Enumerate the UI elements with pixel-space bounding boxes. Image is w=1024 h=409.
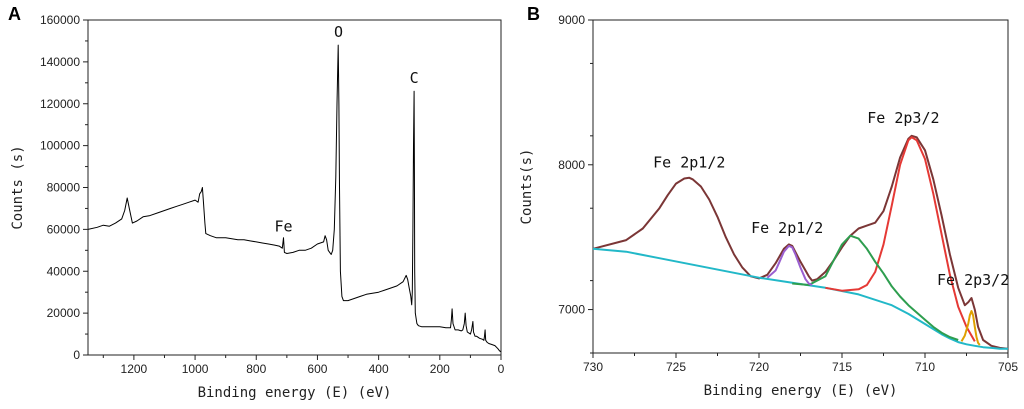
- y-tick-label: 120000: [40, 97, 80, 111]
- y-tick-label: 0: [73, 348, 80, 362]
- x-tick-label: 720: [749, 360, 769, 374]
- series-line-fe-2p3-2-main: [825, 136, 976, 342]
- y-tick-label: 40000: [47, 264, 81, 278]
- y-tick-label: 80000: [47, 181, 81, 195]
- y-tick-label: 100000: [40, 139, 80, 153]
- x-tick-label: 400: [369, 362, 389, 376]
- peak-annotation: O: [334, 23, 343, 41]
- peak-annotation: C: [410, 69, 419, 87]
- x-axis-label: Binding energy (E) (eV): [198, 385, 392, 401]
- x-tick-label: 705: [998, 360, 1018, 374]
- y-tick-label: 20000: [47, 306, 81, 320]
- peak-annotation: Fe 2p3/2: [937, 271, 1009, 289]
- x-tick-label: 1200: [121, 362, 148, 376]
- x-tick-label: 715: [832, 360, 852, 374]
- x-tick-label: 730: [583, 360, 603, 374]
- series-line-envelope: [592, 134, 1009, 350]
- peak-annotation: Fe 2p3/2: [867, 109, 939, 127]
- x-tick-label: 200: [430, 362, 450, 376]
- panel-label: B: [527, 4, 540, 24]
- series-line-background: [592, 247, 1008, 350]
- x-tick-label: 725: [666, 360, 686, 374]
- y-axis-label: Counts (s): [10, 145, 26, 229]
- y-tick-label: 160000: [40, 13, 80, 27]
- y-tick-label: 9000: [558, 13, 585, 27]
- y-tick-label: 140000: [40, 55, 80, 69]
- x-tick-label: 600: [307, 362, 327, 376]
- series-line-fe-2p3-2-low: [960, 310, 981, 346]
- series-line-fe-2p1-2-satellite: [766, 244, 813, 286]
- y-tick-label: 60000: [47, 222, 81, 236]
- x-tick-label: 710: [915, 360, 935, 374]
- y-tick-label: 8000: [558, 158, 585, 172]
- plot-frame: [592, 19, 1009, 354]
- panel-label: A: [8, 4, 21, 24]
- plot-frame: [87, 19, 502, 356]
- x-tick-label: 800: [246, 362, 266, 376]
- x-tick-label: 0: [498, 362, 505, 376]
- peak-annotation: Fe 2p1/2: [653, 154, 725, 172]
- x-axis-label: Binding energy (E) (eV): [704, 383, 898, 399]
- y-axis-label: Counts(s): [519, 149, 535, 225]
- x-tick-label: 1000: [182, 362, 209, 376]
- y-tick-label: 7000: [558, 303, 585, 317]
- peak-annotation: Fe 2p1/2: [751, 219, 823, 237]
- panel-b-fe2p-chart: B 730 725 720 715 710 705 7000 8000 9000 Binding e…: [519, 4, 1018, 399]
- series-line-survey: [87, 44, 502, 353]
- peak-annotation: Fe: [274, 217, 292, 235]
- series-line-fe-2p3-2-satellite: [792, 234, 959, 341]
